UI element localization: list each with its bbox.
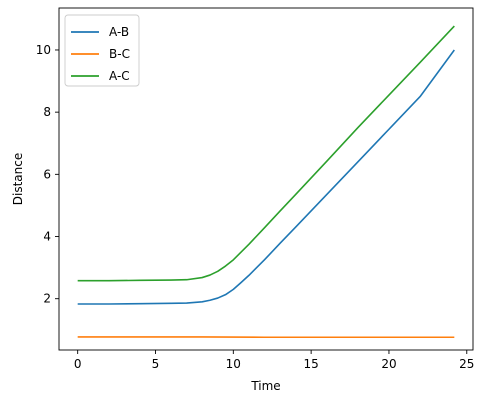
y-tick-label: 8 — [43, 105, 51, 119]
legend-entry-label: A-B — [109, 25, 129, 39]
x-tick-label: 25 — [459, 357, 474, 371]
x-tick-label: 20 — [381, 357, 396, 371]
y-axis-label: Distance — [11, 153, 25, 205]
x-axis-label: Time — [250, 379, 280, 393]
x-tick-label: 10 — [226, 357, 241, 371]
y-tick-label: 4 — [43, 230, 51, 244]
legend-entry-label: A-C — [109, 69, 130, 83]
legend: A-B B-C A-C — [65, 15, 139, 86]
legend-entry-label: B-C — [109, 47, 130, 61]
x-tick-label: 0 — [74, 357, 82, 371]
y-tick-label: 6 — [43, 167, 51, 181]
series-line-a-b — [78, 50, 455, 304]
x-tick-label: 15 — [303, 357, 318, 371]
y-tick-label: 10 — [36, 43, 51, 57]
y-tick-label: 2 — [43, 292, 51, 306]
x-tick-label: 5 — [152, 357, 160, 371]
